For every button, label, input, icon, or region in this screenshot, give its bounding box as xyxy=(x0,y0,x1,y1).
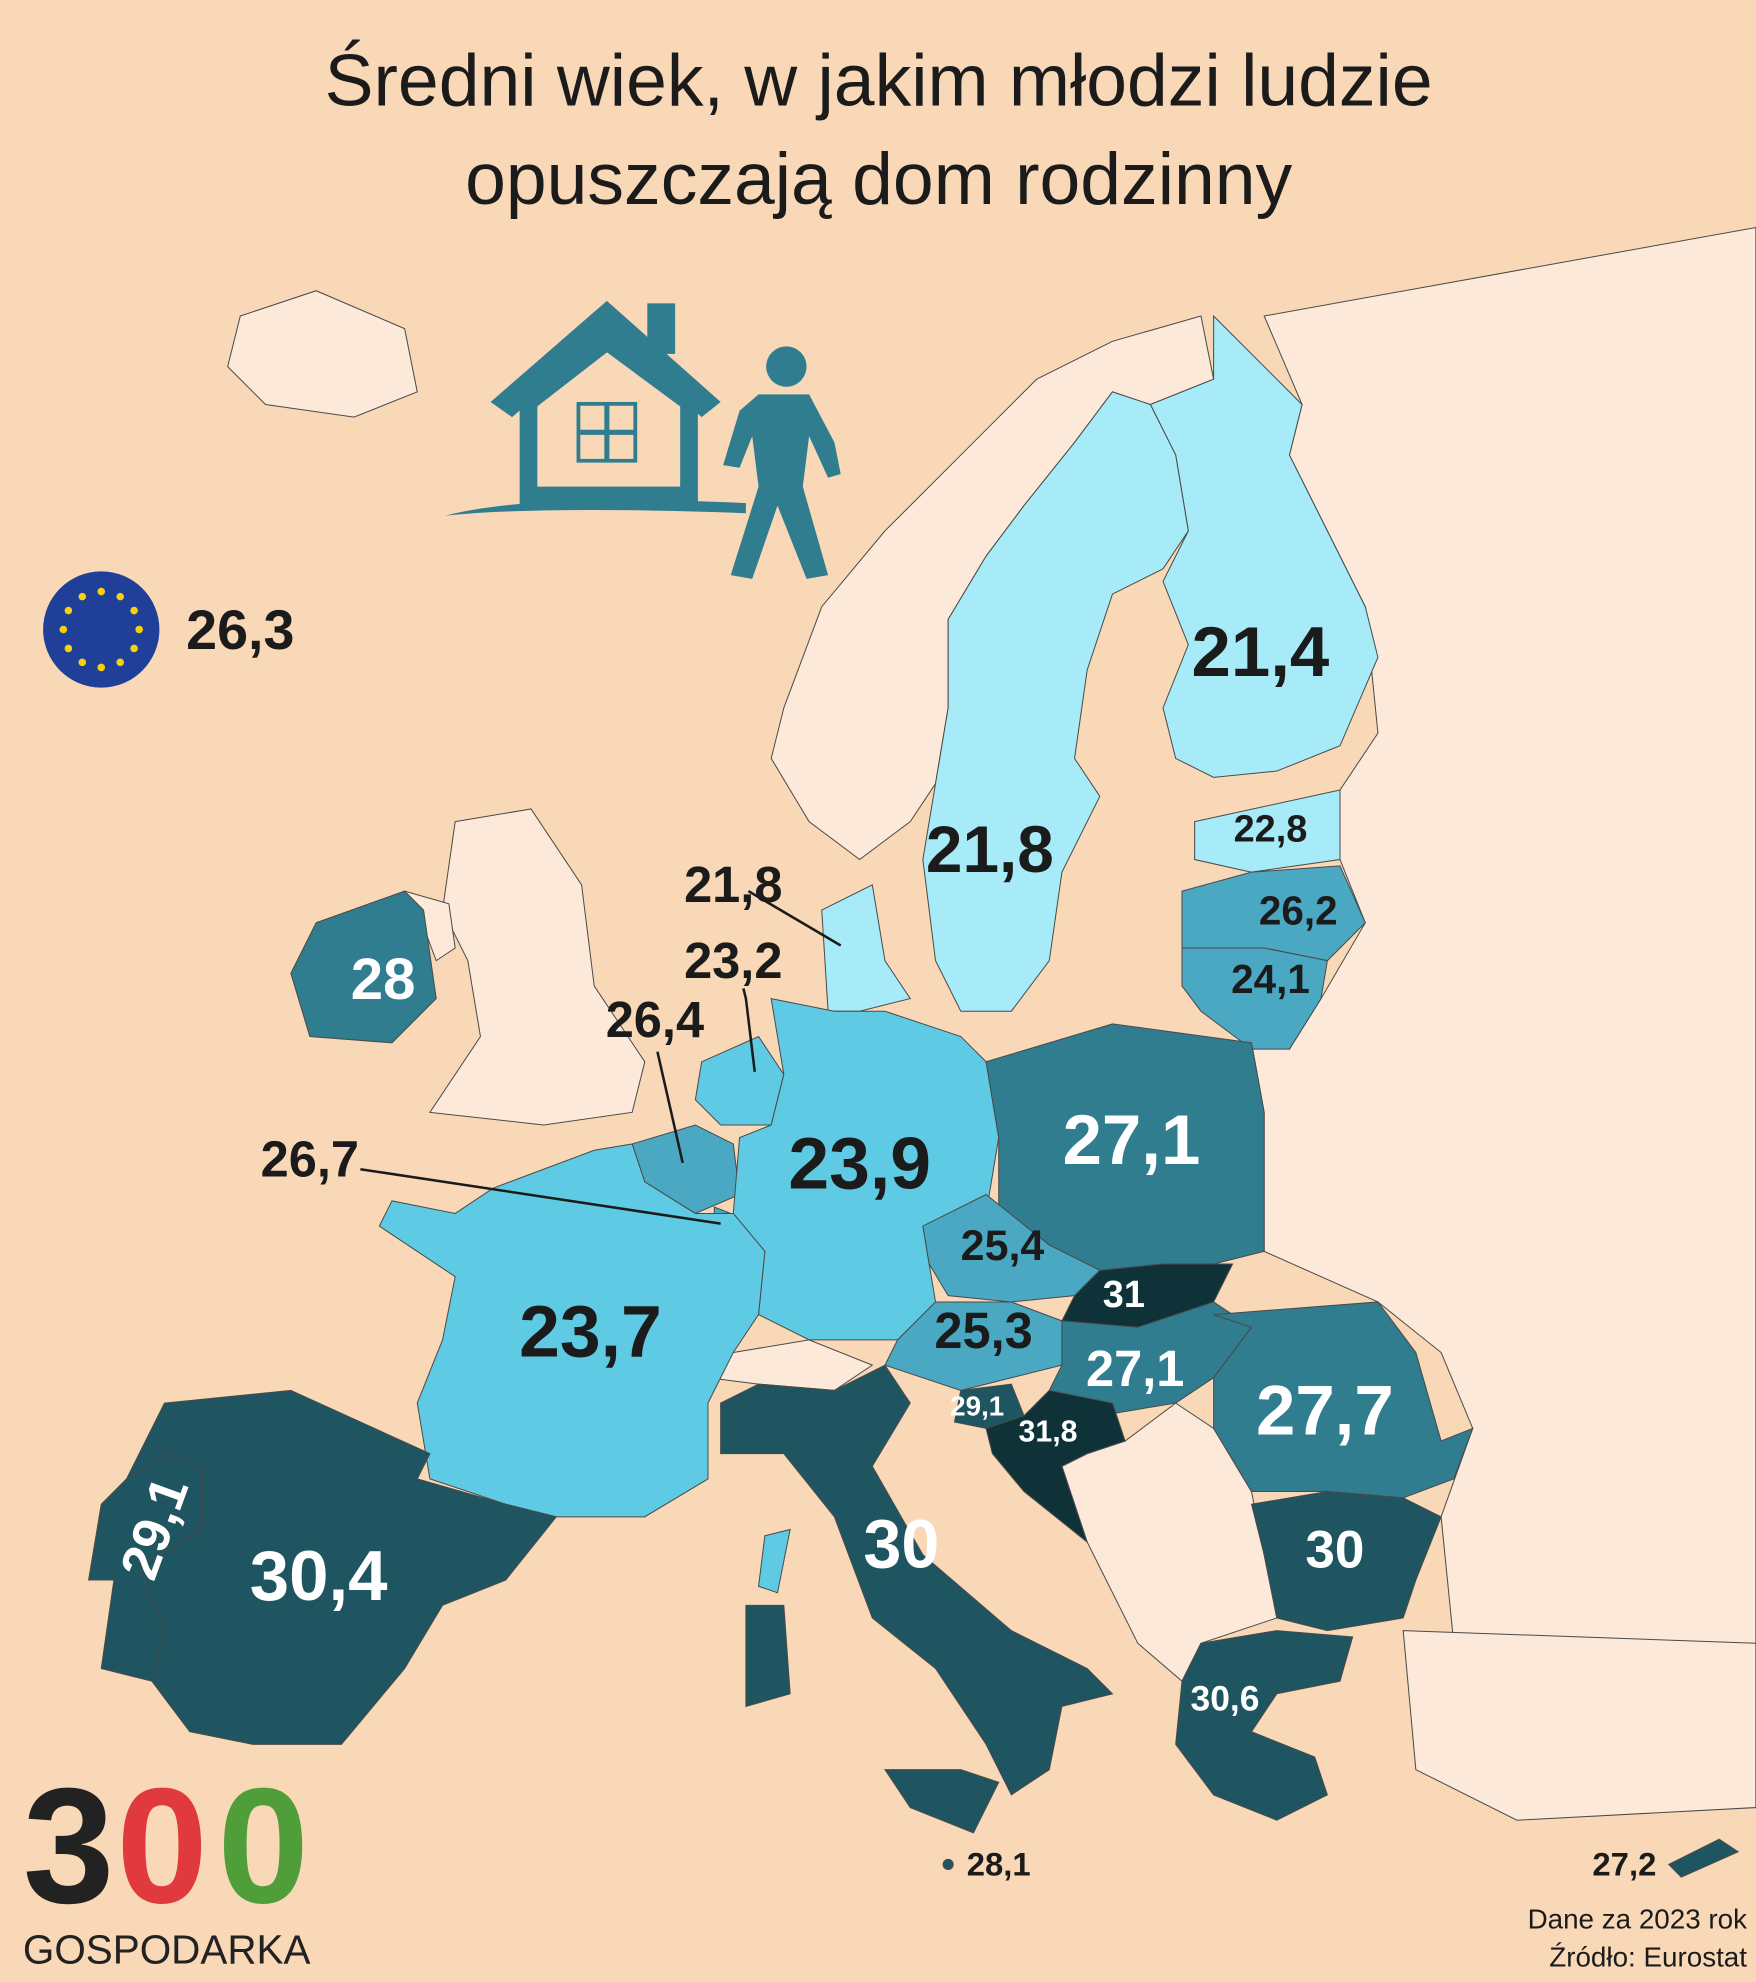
value-label: 21,4 xyxy=(1192,612,1330,691)
eu-value: 26,3 xyxy=(186,599,294,661)
value-label: 26,4 xyxy=(606,991,704,1048)
value-label: 25,3 xyxy=(934,1302,1032,1359)
house-icon xyxy=(445,300,841,579)
value-label: 23,7 xyxy=(519,1291,662,1373)
title-line: opuszczają dom rodzinny xyxy=(465,138,1292,220)
value-label: 21,8 xyxy=(684,856,782,913)
value-label: 23,9 xyxy=(788,1123,931,1205)
logo-digit: 3 xyxy=(23,1753,114,1937)
value-label: 27,2 xyxy=(1592,1846,1656,1883)
value-labels: 21,4 21,8 22,8 26,2 24,1 28 21,8 23,2 26… xyxy=(109,612,1656,1883)
value-label: 24,1 xyxy=(1231,956,1310,1002)
logo-digit: 0 xyxy=(218,1753,309,1937)
value-label: 27,1 xyxy=(1086,1340,1184,1397)
value-label: 31 xyxy=(1103,1274,1145,1316)
leader-lines xyxy=(360,890,842,1225)
title-line: Średni wiek, w jakim młodzi ludzie xyxy=(325,38,1433,121)
value-label: 23,2 xyxy=(684,932,782,989)
non-eu-land xyxy=(227,226,1756,1821)
value-label: 27,7 xyxy=(1256,1370,1394,1449)
footer-note: Źródło: Eurostat xyxy=(1549,1942,1747,1973)
value-label: 30,4 xyxy=(250,1536,388,1615)
value-label: 21,8 xyxy=(926,813,1054,886)
logo-name: GOSPODARKA xyxy=(23,1927,311,1973)
value-label: 22,8 xyxy=(1234,809,1308,851)
value-label: 28 xyxy=(351,947,416,1012)
eu-countries xyxy=(88,314,1740,1878)
value-label: 26,7 xyxy=(261,1130,359,1187)
value-label: 29,1 xyxy=(950,1390,1004,1421)
value-label: 25,4 xyxy=(961,1222,1045,1270)
value-label: 28,1 xyxy=(967,1846,1031,1883)
value-label: 26,2 xyxy=(1259,888,1338,934)
value-label: 30 xyxy=(863,1507,939,1583)
value-label: 27,1 xyxy=(1063,1100,1201,1179)
footer-note: Dane za 2023 rok xyxy=(1528,1904,1748,1935)
logo: 3 0 0 GOSPODARKA xyxy=(23,1753,311,1972)
logo-digit: 0 xyxy=(116,1753,207,1937)
value-label: 30,6 xyxy=(1191,1680,1260,1719)
eu-flag xyxy=(43,571,160,688)
value-label: 31,8 xyxy=(1018,1415,1077,1448)
value-label: 30 xyxy=(1305,1521,1364,1580)
